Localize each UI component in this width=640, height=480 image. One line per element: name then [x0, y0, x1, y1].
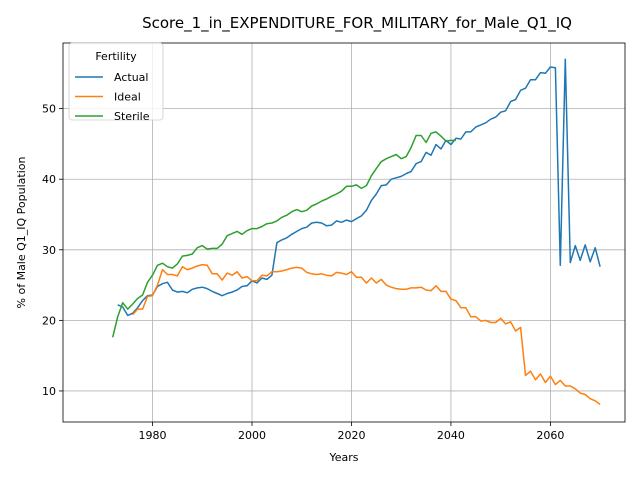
- plot-frame: [62, 42, 626, 423]
- legend-label-actual: Actual: [114, 71, 148, 84]
- x-axis: 1980 2000 2020 2040 2060: [139, 422, 564, 442]
- x-tick-label: 2000: [238, 429, 266, 442]
- x-tick-label: 2040: [437, 429, 465, 442]
- series-layer: [111, 58, 601, 406]
- y-tick-label: 20: [42, 314, 56, 327]
- y-axis-label: % of Male Q1_IQ Population: [15, 157, 28, 309]
- y-tick-label: 10: [42, 385, 56, 398]
- series-line-ideal: [132, 263, 601, 406]
- series-line-sterile: [111, 131, 456, 338]
- legend-label-ideal: Ideal: [114, 91, 141, 104]
- y-tick-label: 40: [42, 173, 56, 186]
- legend-title: Fertility: [95, 50, 137, 63]
- legend-box: [68, 42, 164, 121]
- y-tick-label: 50: [42, 103, 56, 116]
- x-tick-label: 2060: [536, 429, 564, 442]
- x-tick-label: 1980: [139, 429, 167, 442]
- legend-label-sterile: Sterile: [114, 110, 150, 123]
- legend: Fertility Actual Ideal Sterile: [68, 42, 164, 123]
- grid-lines: [63, 43, 625, 422]
- series-line-actual: [117, 58, 601, 317]
- y-axis: 10 20 30 40 50: [42, 103, 63, 398]
- y-tick-label: 30: [42, 244, 56, 257]
- chart-title: Score_1_in_EXPENDITURE_FOR_MILITARY_for_…: [142, 14, 572, 33]
- x-axis-label: Years: [328, 451, 358, 464]
- legend-items: Actual Ideal Sterile: [75, 71, 150, 123]
- x-tick-label: 2020: [337, 429, 365, 442]
